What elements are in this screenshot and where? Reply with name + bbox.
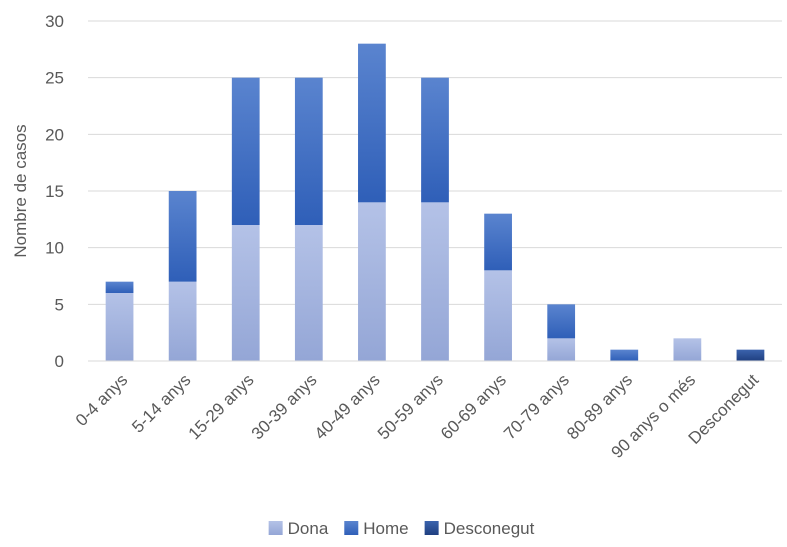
legend-label-dona: Dona (288, 519, 329, 538)
y-tick-label: 25 (45, 69, 64, 88)
x-tick-label: 0-4 anys (72, 370, 132, 430)
legend-label-home: Home (363, 519, 408, 538)
y-tick-label: 0 (55, 352, 64, 371)
y-tick-label: 20 (45, 125, 64, 144)
bar-dona-5 (421, 202, 449, 361)
bar-home-8 (610, 349, 639, 361)
x-tick-label: 15-29 anys (185, 370, 258, 443)
legend-swatch-home (344, 521, 359, 535)
bar-dona-1 (168, 281, 197, 361)
legend: Dona Home Desconegut (268, 519, 535, 538)
x-tick-label: 50-59 anys (374, 370, 447, 443)
bar-home-1 (168, 191, 197, 282)
bars (105, 43, 765, 361)
bar-dona-7 (547, 338, 576, 361)
legend-label-desconegut: Desconegut (444, 519, 535, 538)
y-axis-ticks: 0 5 10 15 20 25 30 (45, 12, 64, 371)
bar-home-0 (105, 281, 134, 293)
legend-swatch-desconegut (424, 521, 439, 535)
bar-desconegut-10 (736, 349, 765, 361)
bar-dona-9 (673, 338, 702, 361)
y-tick-label: 30 (45, 12, 64, 31)
y-tick-label: 5 (55, 295, 64, 314)
x-tick-label: 60-69 anys (437, 370, 510, 443)
y-tick-label: 15 (45, 182, 64, 201)
bar-dona-4 (358, 202, 386, 361)
legend-swatch-dona (268, 521, 283, 535)
bar-home-5 (421, 77, 449, 203)
x-tick-label: 30-39 anys (248, 370, 321, 443)
bar-home-6 (484, 213, 512, 271)
bar-home-4 (358, 43, 386, 203)
y-tick-label: 10 (45, 239, 64, 258)
x-tick-label: 70-79 anys (500, 370, 573, 443)
y-axis-label: Nombre de casos (11, 124, 30, 257)
bar-home-7 (547, 304, 576, 339)
x-tick-label: 40-49 anys (311, 370, 384, 443)
bar-dona-0 (105, 293, 134, 361)
x-tick-label: 5-14 anys (128, 370, 194, 436)
bar-dona-3 (294, 225, 323, 361)
bar-home-3 (294, 77, 323, 226)
bar-home-2 (231, 77, 260, 226)
bar-dona-2 (231, 225, 260, 361)
bar-dona-6 (484, 270, 512, 361)
